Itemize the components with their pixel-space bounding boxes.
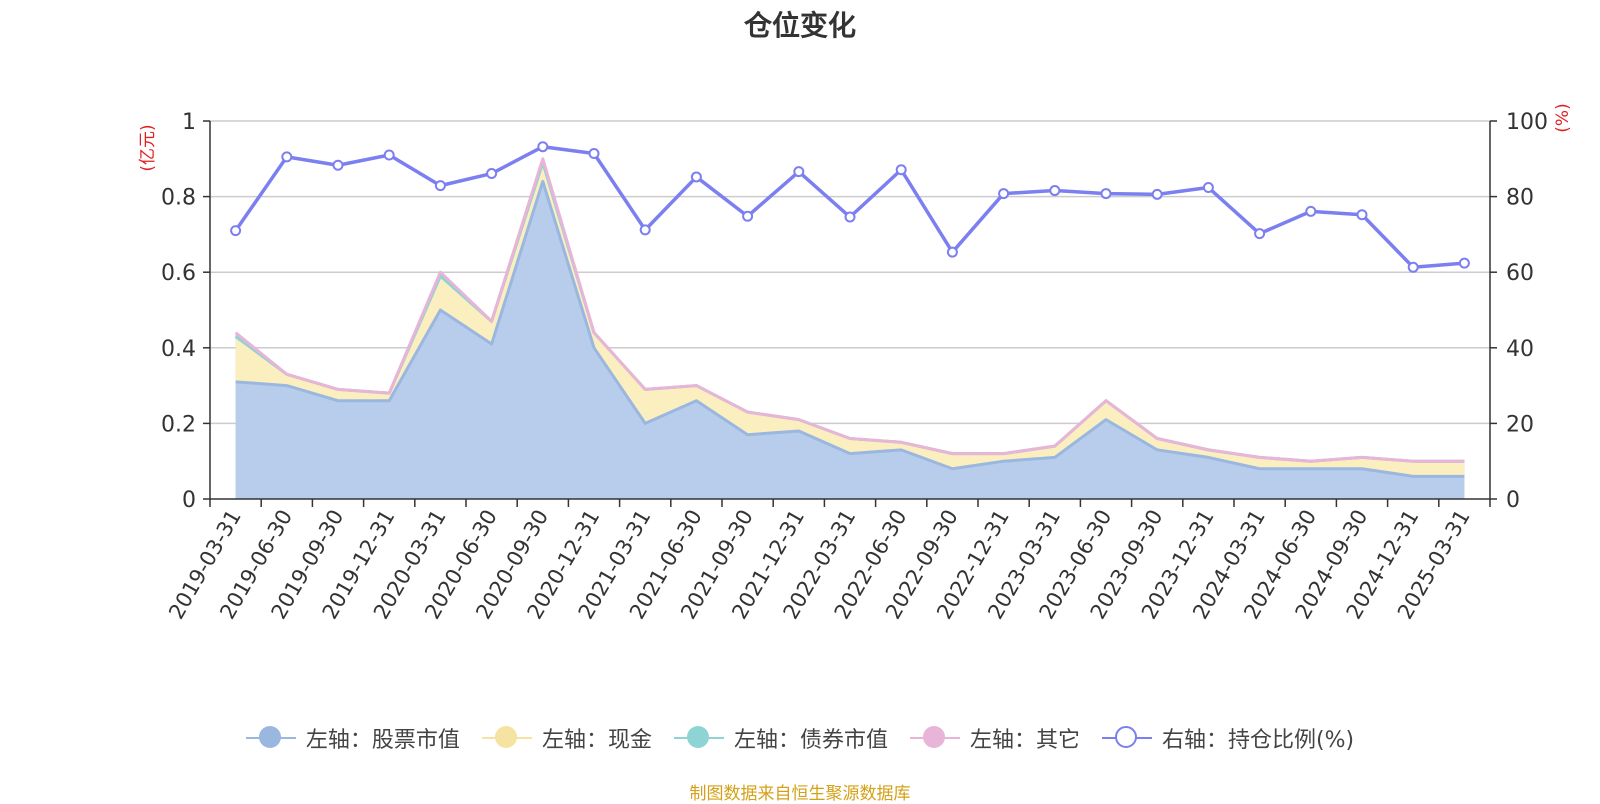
legend-dot [1114,726,1137,748]
right-tick-label: 0 [1506,488,1520,513]
holding-ratio-point [690,171,702,183]
holding-ratio-point [332,159,344,171]
legend-dot [686,726,709,748]
legend-marker [673,726,724,750]
holding-ratio-point [281,151,293,163]
legend-marker [909,726,960,750]
right-axis-unit: (%) [1553,103,1573,132]
holding-ratio-point [1458,257,1470,269]
series-line-左轴：股票市值 [235,179,1465,478]
holding-ratio-point [639,224,651,236]
legend-label: 左轴：其它 [969,728,1080,753]
holding-ratio-point [793,166,805,178]
holding-ratio-point [588,148,600,160]
holding-ratio-point [1254,228,1266,240]
holding-ratio-point [383,149,395,161]
legend-label: 左轴：现金 [541,728,652,753]
area-左轴：股票市值 [235,181,1465,500]
legend-item[interactable]: 右轴：持仓比例(%) [1101,722,1355,754]
legend-label: 左轴：债券市值 [733,728,888,753]
legend-item[interactable]: 左轴：其它 [909,722,1080,754]
legend-item[interactable]: 左轴：现金 [481,722,652,754]
legend-marker [245,726,296,750]
holding-ratio-point [1356,209,1368,221]
legend-dot [258,726,281,748]
legend: 左轴：股票市值 左轴：现金 左轴：债券市值 左轴：其它 右轴：持仓比例(%) [0,722,1600,754]
left-axis-unit: (亿元) [138,124,158,171]
holding-ratio-point [742,210,754,222]
holding-ratio-point [486,168,498,180]
holding-ratio-point [844,211,856,223]
holding-ratio-point [230,225,242,237]
holding-ratio-point [946,246,958,258]
right-tick-label: 20 [1506,412,1534,437]
holding-ratio-point [1151,188,1163,200]
legend-label: 右轴：持仓比例(%) [1161,728,1355,753]
holding-ratio-point [1305,205,1317,217]
legend-item[interactable]: 左轴：债券市值 [673,722,888,754]
holding-ratio-point [998,188,1010,200]
right-tick-label: 80 [1506,186,1534,211]
holding-ratio-point [537,141,549,153]
holding-ratio-line [234,144,1465,270]
chart-title: 仓位变化 [743,9,856,42]
holding-ratio-point [1100,188,1112,200]
left-tick-label: 0.2 [161,412,196,437]
holding-ratio-point [434,180,446,192]
legend-item[interactable]: 左轴：股票市值 [245,722,460,754]
left-tick-label: 0 [182,488,196,513]
source-note: 制图数据来自恒生聚源数据库 [689,784,911,804]
series-line-左轴：其它 [234,157,1465,463]
legend-marker [1101,726,1152,750]
right-tick-label: 60 [1506,261,1534,286]
left-tick-label: 0.8 [161,186,196,211]
holding-ratio-point [1202,182,1214,194]
right-tick-label: 100 [1506,110,1548,135]
legend-dot [922,726,945,748]
holding-ratio-point [1049,185,1061,197]
legend-label: 左轴：股票市值 [305,728,460,753]
left-tick-label: 0.4 [161,337,196,362]
right-tick-label: 40 [1506,337,1534,362]
left-tick-label: 0.6 [161,261,196,286]
holding-ratio-point [1407,261,1419,273]
legend-dot [494,726,517,748]
legend-marker [481,726,532,750]
holding-ratio-point [895,164,907,176]
left-tick-label: 1 [182,110,196,135]
